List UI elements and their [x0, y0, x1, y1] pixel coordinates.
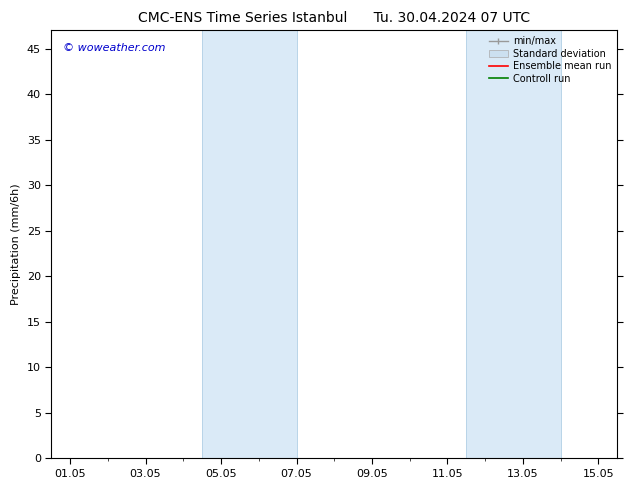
Legend: min/max, Standard deviation, Ensemble mean run, Controll run: min/max, Standard deviation, Ensemble me… — [485, 32, 616, 87]
Bar — [202, 30, 297, 459]
Text: © woweather.com: © woweather.com — [63, 43, 165, 53]
Title: CMC-ENS Time Series Istanbul      Tu. 30.04.2024 07 UTC: CMC-ENS Time Series Istanbul Tu. 30.04.2… — [138, 11, 530, 25]
Y-axis label: Precipitation (mm/6h): Precipitation (mm/6h) — [11, 184, 21, 305]
Bar — [467, 30, 560, 459]
